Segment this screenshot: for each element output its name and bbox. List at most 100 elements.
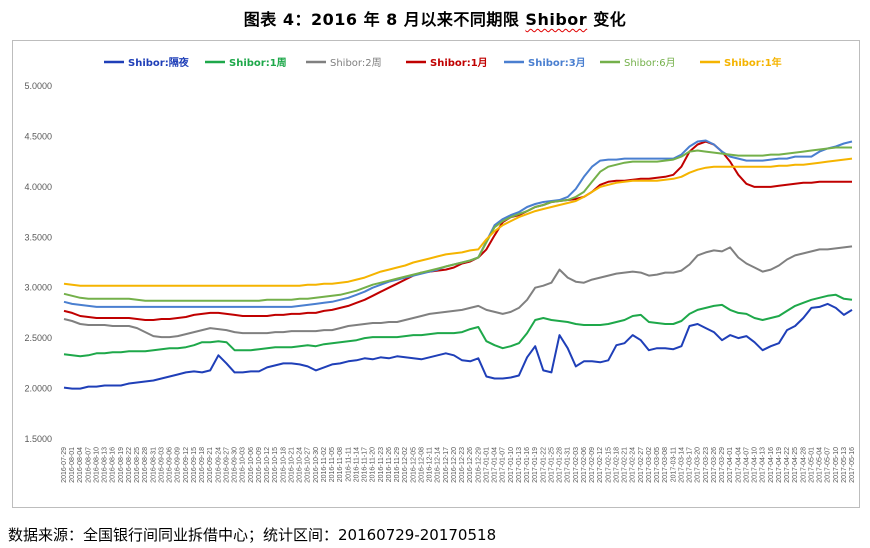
legend-label-y1: Shibor:1年: [724, 56, 782, 69]
x-tick-label: 2016-12-20: [451, 447, 458, 483]
x-tick-label: 2016-08-13: [102, 447, 109, 483]
x-tick-label: 2017-01-25: [548, 447, 555, 483]
x-tick-label: 2016-08-10: [93, 447, 100, 483]
x-tick-label: 2017-03-26: [711, 447, 718, 483]
x-tick-label: 2016-12-02: [402, 447, 409, 483]
x-tick-label: 2016-08-25: [134, 447, 141, 483]
x-tick-label: 2016-10-21: [288, 447, 295, 483]
x-tick-label: 2017-02-15: [605, 447, 612, 483]
x-tick-label: 2016-11-08: [337, 447, 344, 482]
x-tick-label: 2016-11-29: [394, 447, 401, 482]
x-tick-label: 2016-09-09: [175, 447, 182, 483]
x-tick-label: 2016-09-03: [158, 447, 165, 483]
x-tick-label: 2017-02-24: [630, 447, 637, 483]
source-note: 数据来源：全国银行间同业拆借中心；统计区间：20160729-20170518: [8, 526, 497, 544]
x-tick-label: 2016-08-16: [110, 447, 117, 483]
x-tick-label: 2017-01-10: [508, 447, 515, 483]
x-tick-label: 2016-08-22: [126, 447, 133, 483]
x-tick-label: 2016-10-18: [280, 447, 287, 483]
x-tick-label: 2017-04-19: [776, 447, 783, 483]
x-tick-label: 2016-11-23: [378, 447, 385, 482]
series-line-on: [63, 302, 853, 390]
x-tick-label: 2016-08-28: [142, 447, 149, 483]
series-line-w1: [63, 293, 853, 358]
x-tick-label: 2016-12-08: [418, 447, 425, 483]
x-tick-label: 2016-09-21: [207, 447, 214, 483]
x-tick-label: 2016-09-18: [199, 447, 206, 483]
x-tick-label: 2016-10-24: [297, 447, 304, 483]
series-line-m3: [63, 139, 853, 308]
series-line-w2: [63, 245, 853, 339]
x-tick-label: 2017-04-22: [784, 447, 791, 483]
x-tick-label: 2017-03-08: [662, 447, 669, 483]
x-tick-label: 2017-01-28: [557, 447, 564, 483]
x-tick-label: 2016-12-05: [410, 447, 417, 483]
y-tick-label: 3.5000: [24, 232, 52, 242]
x-tick-label: 2017-04-07: [743, 447, 750, 483]
x-tick-label: 2017-03-17: [687, 447, 694, 483]
x-tick-label: 2016-09-12: [183, 447, 190, 483]
x-tick-label: 2017-04-16: [768, 447, 775, 483]
legend-label-w2: Shibor:2周: [330, 57, 382, 69]
legend-label-m1: Shibor:1月: [430, 57, 488, 69]
x-tick-label: 2016-08-19: [118, 447, 125, 483]
legend-label-w1: Shibor:1周: [229, 57, 287, 69]
x-tick-label: 2016-11-05: [329, 447, 336, 482]
y-tick-label: 4.5000: [24, 131, 52, 141]
x-tick-label: 2016-10-12: [264, 447, 271, 483]
x-tick-label: 2016-07-29: [61, 447, 68, 483]
x-tick-label: 2016-09-30: [232, 447, 239, 483]
x-tick-label: 2016-12-14: [435, 447, 442, 483]
legend-label-m6: Shibor:6月: [624, 57, 676, 69]
x-tick-label: 2017-05-10: [833, 447, 840, 483]
series-line-m1: [63, 140, 852, 321]
x-tick-label: 2017-02-27: [638, 447, 645, 483]
x-tick-label: 2016-09-15: [191, 447, 198, 483]
x-tick-label: 2017-05-16: [849, 447, 856, 483]
legend-label-m3: Shibor:3月: [528, 57, 586, 69]
x-tick-label: 2016-09-06: [167, 447, 174, 483]
x-tick-label: 2017-01-19: [532, 447, 539, 483]
x-tick-label: 2017-05-07: [825, 447, 832, 483]
series-line-y1: [63, 157, 853, 287]
x-tick-label: 2017-01-31: [565, 447, 572, 483]
x-tick-label: 2016-08-04: [77, 447, 84, 483]
x-tick-label: 2016-08-01: [69, 447, 76, 483]
x-tick-label: 2017-03-20: [695, 447, 702, 483]
x-tick-label: 2016-12-17: [443, 447, 450, 483]
x-tick-label: 2017-04-10: [752, 447, 759, 483]
x-tick-label: 2017-02-12: [597, 447, 604, 483]
y-tick-label: 2.5000: [24, 333, 52, 343]
series-line-m6: [63, 146, 852, 302]
x-tick-label: 2017-03-14: [678, 447, 685, 483]
page-title: 图表 4：2016 年 8 月以来不同期限 Shibor 变化: [243, 10, 627, 29]
x-tick-label: 2016-12-23: [459, 447, 466, 483]
y-tick-label: 5.0000: [24, 81, 52, 91]
x-tick-label: 2017-04-04: [735, 447, 742, 483]
x-tick-label: 2017-03-23: [703, 447, 710, 483]
x-tick-label: 2017-05-13: [841, 447, 848, 483]
x-tick-label: 2017-03-29: [719, 447, 726, 483]
x-tick-label: 2017-04-01: [727, 447, 734, 483]
x-tick-label: 2016-10-09: [256, 447, 263, 483]
x-tick-label: 2016-11-11: [345, 447, 352, 482]
x-tick-label: 2016-12-11: [427, 447, 434, 482]
y-tick-label: 4.0000: [24, 182, 52, 192]
x-tick-label: 2016-11-02: [321, 447, 328, 482]
x-tick-label: 2016-10-06: [248, 447, 255, 483]
x-tick-label: 2016-10-03: [240, 447, 247, 483]
x-tick-label: 2017-04-25: [792, 447, 799, 483]
x-tick-label: 2016-11-26: [386, 447, 393, 482]
x-tick-label: 2017-02-09: [589, 447, 596, 483]
x-tick-label: 2016-09-24: [215, 447, 222, 483]
x-tick-label: 2017-02-03: [573, 447, 580, 483]
x-tick-label: 2017-03-05: [654, 447, 661, 483]
y-tick-label: 2.0000: [24, 384, 52, 394]
x-tick-label: 2017-01-07: [500, 447, 507, 483]
x-tick-label: 2017-02-21: [622, 447, 629, 483]
x-tick-label: 2017-01-13: [516, 447, 523, 483]
x-tick-label: 2016-08-07: [85, 447, 92, 483]
x-tick-label: 2017-01-16: [524, 447, 531, 483]
y-tick-label: 3.0000: [24, 283, 52, 293]
